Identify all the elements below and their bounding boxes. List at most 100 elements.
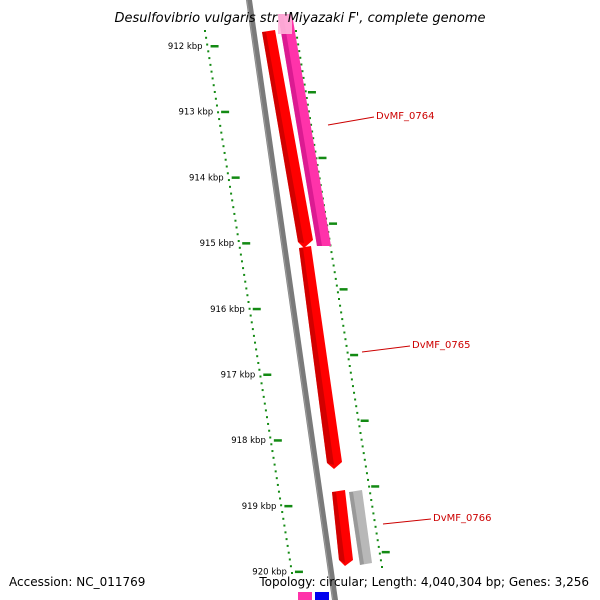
tick-label: 918 kbp — [231, 436, 266, 446]
major-tick-mark — [294, 570, 303, 574]
outer-tick-dot — [330, 251, 333, 254]
outer-tick-dot — [367, 478, 370, 481]
tick-label: 919 kbp — [242, 502, 277, 512]
tick-label: 912 kbp — [168, 42, 203, 52]
inner-tick-dot — [285, 538, 288, 541]
inner-tick-dot — [244, 280, 247, 283]
outer-major-tick-mark — [350, 353, 359, 357]
cds-block-dvmf-0764[interactable] — [278, 14, 331, 246]
outer-tick-dot — [376, 539, 379, 542]
outer-tick-dot — [357, 418, 360, 421]
inner-tick-dot — [242, 267, 245, 270]
inner-tick-dot — [286, 544, 289, 547]
gene-label-dvmf-0765[interactable]: DvMF_0765 — [412, 340, 470, 351]
inner-tick-dot — [225, 165, 228, 168]
outer-tick-dot — [311, 130, 314, 133]
major-tick-mark — [231, 176, 240, 179]
tick-label: 914 kbp — [189, 173, 224, 183]
inner-tick-dot — [265, 416, 268, 419]
outer-tick-dot — [313, 143, 316, 146]
inner-tick-dot — [288, 558, 291, 561]
outer-tick-dot — [318, 177, 321, 180]
inner-tick-dot — [235, 226, 238, 229]
inner-tick-dot — [273, 463, 276, 466]
accession-text: Accession: NC_011769 — [9, 575, 145, 589]
inner-tick-dot — [246, 294, 249, 297]
inner-tick-dot — [287, 551, 290, 554]
inner-tick-dot — [254, 341, 257, 344]
gray-block-dvmf-0766[interactable] — [349, 490, 372, 565]
inner-tick-dot — [274, 470, 277, 473]
outer-tick-dot — [378, 552, 381, 555]
tick-label: 915 kbp — [200, 239, 235, 249]
outer-tick-dot — [299, 56, 302, 59]
leader-line-dvmf-0764 — [327, 116, 375, 126]
outer-tick-dot — [372, 512, 375, 515]
inner-tick-dot — [269, 436, 272, 439]
outer-tick-dot — [339, 304, 342, 307]
outer-tick-dot — [297, 43, 300, 46]
gene-arrow-dvmf-0764-a[interactable] — [262, 30, 313, 248]
inner-tick-dot — [271, 450, 274, 453]
outer-tick-dot — [368, 485, 371, 488]
tick-label: 916 kbp — [210, 305, 245, 315]
gene-arrow-dvmf-0766-a[interactable] — [332, 490, 353, 566]
inner-tick-dot — [247, 301, 250, 303]
inner-tick-dot — [227, 179, 230, 182]
inner-tick-dot — [277, 490, 280, 493]
inner-tick-dot — [284, 531, 287, 534]
outer-major-tick-mark — [318, 156, 327, 160]
inner-tick-dot — [221, 138, 224, 141]
map-title: Desulfovibrio vulgaris str. 'Miyazaki F'… — [114, 11, 485, 26]
outer-tick-dot — [346, 351, 349, 354]
inner-tick-dot — [237, 240, 240, 243]
inner-tick-dot — [276, 483, 279, 486]
inner-tick-dot — [252, 334, 255, 337]
inner-tick-ring — [204, 30, 303, 574]
major-tick-mark — [242, 242, 251, 245]
outer-tick-dot — [375, 532, 378, 535]
outer-tick-dot — [316, 164, 319, 166]
outer-tick-dot — [379, 559, 382, 562]
outer-tick-dot — [302, 76, 305, 79]
inner-tick-dot — [243, 273, 246, 276]
outer-major-tick-mark — [381, 550, 390, 554]
gene-arrow-dvmf-0765[interactable] — [299, 246, 342, 469]
outer-tick-dot — [305, 97, 308, 99]
major-tick-mark — [210, 45, 219, 48]
outer-major-tick-mark — [329, 222, 338, 225]
outer-tick-dot — [365, 472, 368, 475]
outer-tick-dot — [296, 36, 299, 39]
major-tick-mark — [263, 373, 272, 376]
outer-tick-dot — [307, 110, 310, 113]
inner-tick-dot — [251, 328, 254, 331]
tick-label: 917 kbp — [221, 371, 256, 381]
inner-tick-dot — [270, 443, 273, 446]
outer-major-tick-mark — [371, 485, 380, 488]
inner-tick-dot — [239, 253, 242, 256]
inner-tick-dot — [249, 314, 252, 317]
tick-labels: 912 kbp 913 kbp 914 kbp 915 kbp 916 kbp 917 k… — [168, 42, 287, 578]
inner-tick-dot — [214, 97, 217, 100]
outer-tick-dot — [298, 50, 301, 53]
inner-tick-dot — [250, 321, 253, 324]
inner-tick-dot — [260, 382, 263, 385]
gene-label-dvmf-0766[interactable]: DvMF_0766 — [433, 513, 491, 524]
major-tick-mark — [273, 439, 282, 442]
outer-tick-dot — [355, 405, 358, 408]
inner-tick-dot — [281, 511, 284, 514]
gene-label-dvmf-0764[interactable]: DvMF_0764 — [376, 111, 434, 122]
outer-tick-dot — [363, 458, 366, 461]
outer-tick-dot — [312, 137, 315, 140]
outer-major-tick-mark — [339, 288, 348, 291]
outer-tick-dot — [310, 123, 313, 126]
outer-tick-dot — [336, 291, 339, 294]
inner-tick-dot — [219, 124, 222, 127]
inner-tick-dot — [255, 348, 258, 351]
outer-tick-dot — [369, 492, 372, 495]
inner-tick-dot — [229, 185, 232, 188]
outer-tick-dot — [341, 318, 344, 321]
inner-tick-dot — [234, 219, 237, 222]
outer-tick-dot — [344, 338, 347, 341]
outer-tick-dot — [315, 157, 318, 160]
